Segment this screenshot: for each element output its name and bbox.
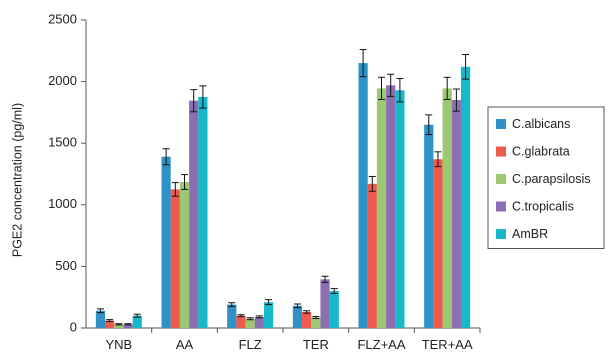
bar: [263, 302, 274, 328]
bar: [254, 316, 264, 328]
y-tick-label: 500: [55, 258, 77, 273]
legend-swatch: [496, 146, 506, 157]
legend: C.albicans C.glabrata C.parapsilosis C.trop…: [487, 106, 605, 249]
bar: [198, 97, 208, 328]
bar: [132, 315, 142, 328]
legend-label: AmBR: [512, 227, 548, 241]
bar: [292, 305, 303, 328]
bar: [358, 63, 368, 329]
bar: [386, 85, 396, 329]
legend-label: C.albicans: [512, 117, 570, 131]
bar: [245, 318, 255, 328]
bar: [179, 182, 190, 328]
legend-label: C.tropicalis: [512, 199, 574, 213]
bar: [395, 90, 405, 328]
bar: [114, 324, 124, 328]
bar: [442, 88, 452, 328]
legend-label: C.glabrata: [512, 144, 570, 158]
y-axis-label: PGE2 concentration (pg/ml): [10, 103, 24, 257]
bars: [95, 49, 471, 329]
bar: [123, 324, 133, 328]
legend-swatch: [496, 229, 506, 239]
bar: [433, 159, 443, 328]
bar: [424, 124, 434, 328]
bar: [367, 183, 377, 328]
axes: 0 500 1000 1500 2000 2500 YNB AA FLZ TER FLZ+AA TER…: [48, 11, 481, 352]
x-category-label: FLZ+AA: [357, 337, 405, 352]
x-category-label: YNB: [105, 337, 132, 352]
legend-box: [487, 106, 605, 249]
bar: [320, 279, 330, 328]
y-tick-label: 0: [70, 319, 77, 334]
y-tick-label: 2000: [48, 73, 77, 88]
x-category-label: AA: [176, 337, 194, 352]
bar: [451, 100, 461, 328]
x-category-label: TER: [303, 337, 329, 352]
bar: [376, 88, 387, 328]
bar: [105, 320, 115, 328]
bar: [170, 189, 180, 328]
bar: [302, 311, 312, 328]
bar: [189, 100, 199, 328]
y-tick-label: 2500: [48, 11, 77, 26]
legend-label: C.parapsilosis: [512, 172, 591, 186]
legend-swatch: [496, 201, 506, 212]
bar: [329, 291, 339, 328]
y-tick-label: 1000: [48, 196, 77, 211]
legend-swatch: [496, 119, 506, 129]
bar: [95, 310, 106, 328]
bar: [227, 304, 237, 328]
bar: [460, 66, 471, 328]
legend-swatch: [496, 174, 506, 184]
bar: [311, 317, 321, 328]
bar: [161, 156, 171, 328]
x-category-label: FLZ: [239, 337, 262, 352]
x-category-label: TER+AA: [422, 337, 473, 352]
y-tick-label: 1500: [48, 135, 77, 150]
bar: [236, 315, 246, 328]
